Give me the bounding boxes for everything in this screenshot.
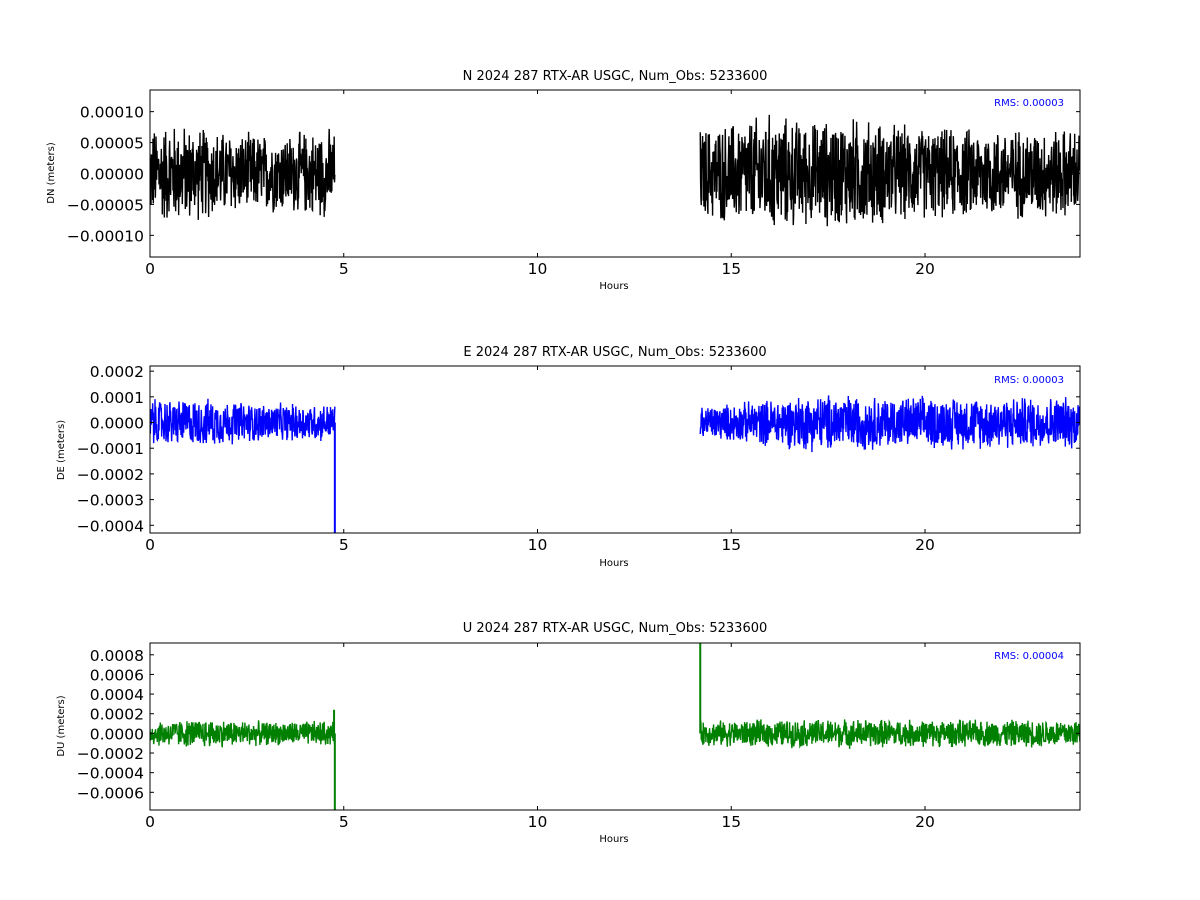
- panel-n-plot-area: 0 5 10 15 20 −0.00010 −0.00005 0.00000 0.00005 0.…: [67, 90, 1080, 278]
- panel-n-y-tick-label: 0.00005: [80, 135, 144, 153]
- panel-u-y-tick-label: 0.0006: [90, 666, 144, 684]
- panel-e-x-tick-label: 0: [145, 536, 155, 554]
- panel-n-frame: [149, 89, 1081, 258]
- panel-u-series-segment-1: [150, 720, 336, 748]
- panel-u-x-axis-label: Hours: [599, 834, 628, 845]
- panel-u-y-tick-label: 0.0000: [90, 725, 144, 743]
- panel-n-x-tick-label: 5: [339, 260, 349, 278]
- panel-n-x-tick-label: 20: [915, 260, 935, 278]
- panel-u-title: U 2024 287 RTX-AR USGC, Num_Obs: 5233600: [463, 621, 768, 636]
- panel-e-series-segment-2: [699, 395, 1080, 453]
- panel-n-y-tick-label: −0.00005: [67, 196, 144, 214]
- panel-u-x-tick-label: 10: [528, 813, 548, 831]
- panel-e-y-tick-label: −0.0002: [77, 466, 144, 484]
- panel-e: E 2024 287 RTX-AR USGC, Num_Obs: 5233600…: [56, 345, 1081, 569]
- panel-e-x-tick-label: 20: [915, 536, 935, 554]
- panel-n-y-axis-label: DN (meters): [46, 142, 57, 204]
- panel-e-rms-label: RMS: 0.00003: [994, 375, 1064, 386]
- panel-e-x-tick-label: 15: [721, 536, 741, 554]
- panel-e-frame: [149, 365, 1081, 534]
- panel-u-y-axis-label: DU (meters): [56, 695, 67, 756]
- panel-u-y-tick-label: −0.0004: [77, 765, 144, 783]
- panel-n-rms-label: RMS: 0.00003: [994, 98, 1064, 109]
- panel-u-series-segment-2: [699, 719, 1080, 749]
- panel-e-y-tick-label: −0.0004: [77, 517, 144, 535]
- panel-e-x-axis-label: Hours: [599, 558, 628, 569]
- panel-u-x-tick-label: 15: [721, 813, 741, 831]
- panel-n-y-tick-label: −0.00010: [67, 227, 144, 245]
- panel-n-x-axis-label: Hours: [599, 281, 628, 292]
- panel-e-x-tick-label: 10: [528, 536, 548, 554]
- panel-n: N 2024 287 RTX-AR USGC, Num_Obs: 5233600…: [46, 69, 1081, 292]
- panel-u-plot-area: 0 5 10 15 20−0.0006−0.0004−0.00020.00000.000…: [77, 643, 1080, 831]
- panel-u-y-tick-label: −0.0002: [77, 745, 144, 763]
- panel-u-y-tick-label: −0.0006: [77, 784, 144, 802]
- panel-n-title: N 2024 287 RTX-AR USGC, Num_Obs: 5233600: [463, 69, 768, 84]
- panel-u-y-tick-label: 0.0002: [90, 706, 144, 724]
- panel-e-y-tick-label: 0.0000: [90, 415, 144, 433]
- panel-e-x-tick-label: 5: [339, 536, 349, 554]
- panel-e-y-tick-label: 0.0001: [90, 389, 144, 407]
- panel-u: U 2024 287 RTX-AR USGC, Num_Obs: 5233600…: [56, 621, 1081, 845]
- panel-u-x-tick-label: 5: [339, 813, 349, 831]
- panel-u-frame: [149, 642, 1081, 811]
- panel-e-title: E 2024 287 RTX-AR USGC, Num_Obs: 5233600: [463, 345, 766, 360]
- panel-u-y-tick-label: 0.0008: [90, 647, 144, 665]
- panel-u-y-tick-label: 0.0004: [90, 686, 144, 704]
- panel-e-y-tick-label: −0.0003: [77, 492, 144, 510]
- panel-u-x-tick-label: 0: [145, 813, 155, 831]
- panel-n-y-tick-label: 0.00010: [80, 104, 144, 122]
- panel-n-series-segment-2: [699, 114, 1080, 227]
- panel-n-x-tick-label: 0: [145, 260, 155, 278]
- panel-n-x-tick-label: 10: [528, 260, 548, 278]
- panel-n-y-tick-label: 0.00000: [80, 166, 144, 184]
- panel-e-plot-area: 0 5 10 15 20 −0.0004 −0.0003 −0.0002 −0.0001 0.00…: [77, 363, 1080, 554]
- panel-u-x-tick-label: 20: [915, 813, 935, 831]
- panel-u-rms-label: RMS: 0.00004: [994, 651, 1064, 662]
- panel-e-y-axis-label: DE (meters): [56, 420, 67, 480]
- panel-n-series-segment-1: [150, 128, 336, 220]
- panel-e-series-segment-1: [150, 398, 336, 445]
- panel-e-y-tick-label: 0.0002: [90, 363, 144, 381]
- panel-n-x-tick-label: 15: [721, 260, 741, 278]
- panel-e-y-tick-label: −0.0001: [77, 440, 144, 458]
